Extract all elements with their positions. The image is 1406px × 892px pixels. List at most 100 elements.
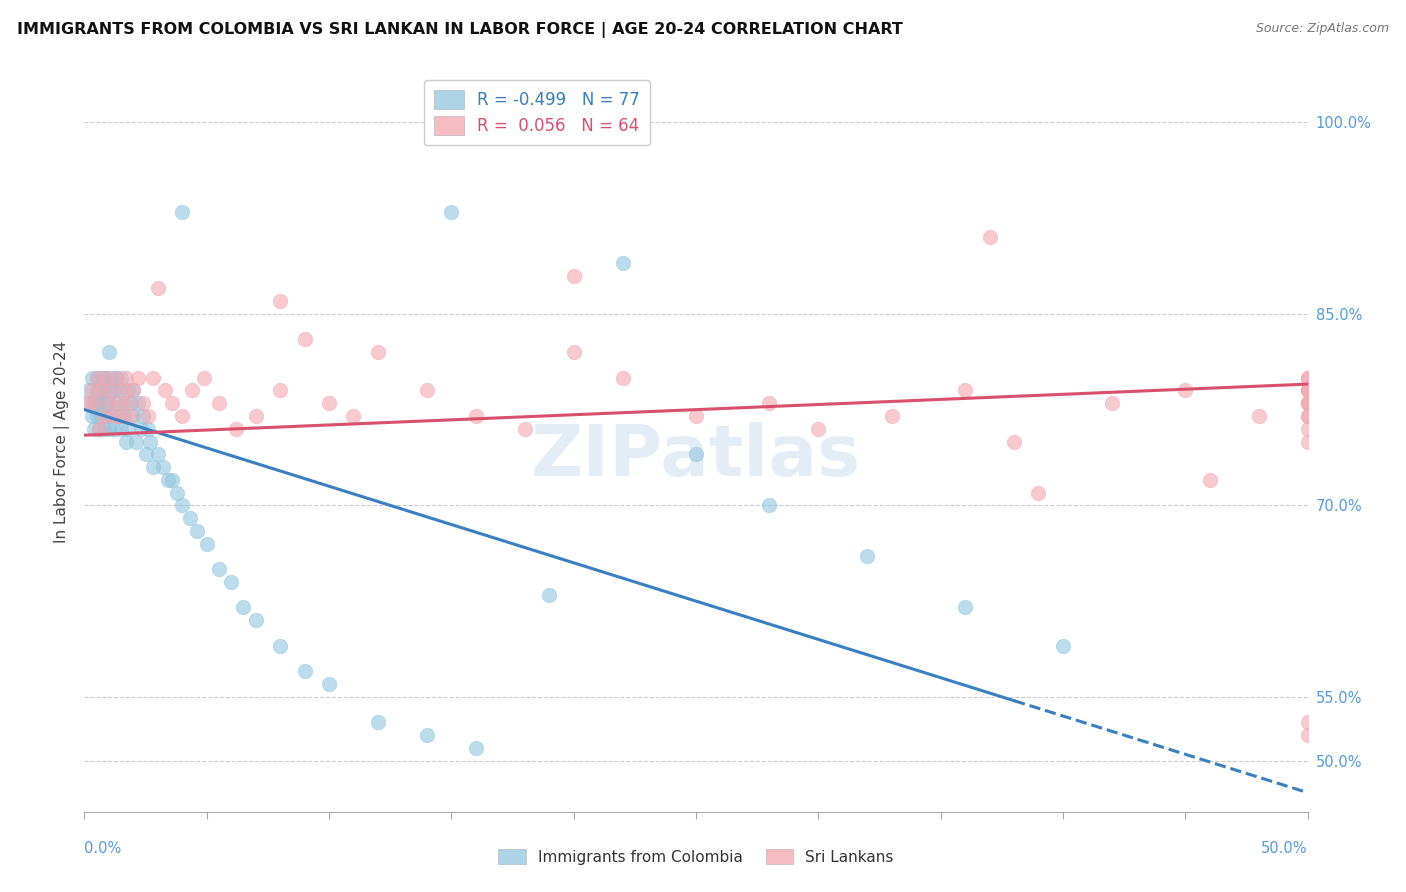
Point [1296,434,1319,449]
Point [562,345,585,359]
Point [179,511,201,525]
Point [86,409,108,423]
Point [1247,409,1270,423]
Point [103,384,125,398]
Point [1296,384,1319,398]
Point [1296,409,1319,423]
Point [110,422,132,436]
Point [105,370,128,384]
Point [139,434,162,449]
Point [83,422,105,436]
Point [1296,370,1319,384]
Point [90,409,112,423]
Point [107,384,129,398]
Point [97,396,120,410]
Point [112,396,135,410]
Text: ZIPatlas: ZIPatlas [531,422,860,491]
Point [122,384,145,398]
Point [758,396,780,410]
Point [156,473,179,487]
Point [125,434,148,449]
Point [162,396,184,410]
Point [269,294,291,309]
Point [93,409,115,423]
Point [416,384,439,398]
Point [1052,639,1074,653]
Point [153,384,176,398]
Point [142,370,165,384]
Point [1296,384,1319,398]
Point [1296,396,1319,410]
Point [612,370,634,384]
Point [1296,396,1319,410]
Point [117,422,139,436]
Point [96,409,118,423]
Point [87,384,110,398]
Point [80,370,103,384]
Point [83,396,105,410]
Point [318,677,340,691]
Point [107,409,129,423]
Text: Source: ZipAtlas.com: Source: ZipAtlas.com [1256,22,1389,36]
Point [100,370,122,384]
Point [97,384,120,398]
Point [562,268,585,283]
Point [136,422,159,436]
Point [86,370,108,384]
Point [245,613,267,627]
Point [103,422,125,436]
Point [96,370,118,384]
Point [979,230,1001,244]
Point [136,409,159,423]
Point [105,396,128,410]
Point [1198,473,1220,487]
Point [245,409,267,423]
Point [117,396,139,410]
Point [440,204,463,219]
Point [76,396,98,410]
Point [103,409,125,423]
Point [117,384,139,398]
Point [1296,728,1319,742]
Point [208,396,231,410]
Point [90,396,112,410]
Point [232,600,254,615]
Point [208,562,231,576]
Point [162,473,184,487]
Point [342,409,364,423]
Point [152,460,174,475]
Point [100,409,122,423]
Point [953,384,976,398]
Point [107,396,129,410]
Point [269,639,291,653]
Point [110,409,132,423]
Point [135,447,157,461]
Point [115,370,138,384]
Point [186,524,208,538]
Point [181,384,204,398]
Point [953,600,976,615]
Point [80,409,103,423]
Point [97,422,120,436]
Point [122,384,145,398]
Point [127,370,149,384]
Point [612,256,634,270]
Point [77,384,100,398]
Point [1296,384,1319,398]
Point [127,396,149,410]
Point [856,549,879,564]
Point [112,384,135,398]
Point [538,588,561,602]
Point [1002,434,1025,449]
Point [225,422,247,436]
Point [758,499,780,513]
Point [96,396,118,410]
Point [1028,485,1050,500]
Point [90,384,112,398]
Point [416,728,439,742]
Point [86,370,108,384]
Point [146,281,169,295]
Y-axis label: In Labor Force | Age 20-24: In Labor Force | Age 20-24 [55,341,70,542]
Point [269,384,291,398]
Point [115,434,138,449]
